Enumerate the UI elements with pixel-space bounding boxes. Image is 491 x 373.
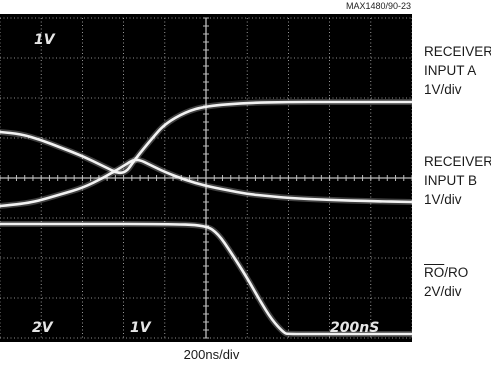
screen-label-ch-a: 1V (34, 32, 56, 48)
traces (0, 98, 412, 338)
label-b-scale: 1V/div (424, 192, 462, 207)
label-a-line2: INPUT A (424, 63, 477, 78)
label-b-line1: RECEIVER (424, 154, 491, 169)
label-receiver-input-a: RECEIVER INPUT A 1V/div (424, 42, 491, 99)
label-b-line2: INPUT B (424, 173, 478, 188)
figure-code: MAX1480/90-23 (345, 1, 411, 11)
label-a-scale: 1V/div (424, 82, 462, 97)
label-ro-line1: RO/RO (424, 263, 468, 282)
label-a-line1: RECEIVER (424, 44, 491, 59)
label-receiver-input-b: RECEIVER INPUT B 1V/div (424, 152, 491, 209)
label-ro: RO/RO 2V/div (424, 263, 468, 301)
x-axis-scale: 200ns/div (183, 347, 240, 362)
screen-label-ch-c: 1V (130, 320, 152, 336)
ro-rest-text: /RO (444, 265, 469, 280)
trace-receiver-input-a (0, 100, 412, 175)
ro-overline-text: RO (424, 265, 445, 280)
graticule (0, 17, 412, 339)
trace-ro (0, 222, 412, 336)
trace-receiver-input-b (0, 158, 412, 208)
screen-label-ch-b: 2V (32, 320, 54, 336)
label-ro-scale: 2V/div (424, 284, 462, 299)
screen-label-timebase: 200nS (330, 320, 379, 336)
oscilloscope-screen: 1V 2V 1V 200nS (0, 14, 412, 342)
